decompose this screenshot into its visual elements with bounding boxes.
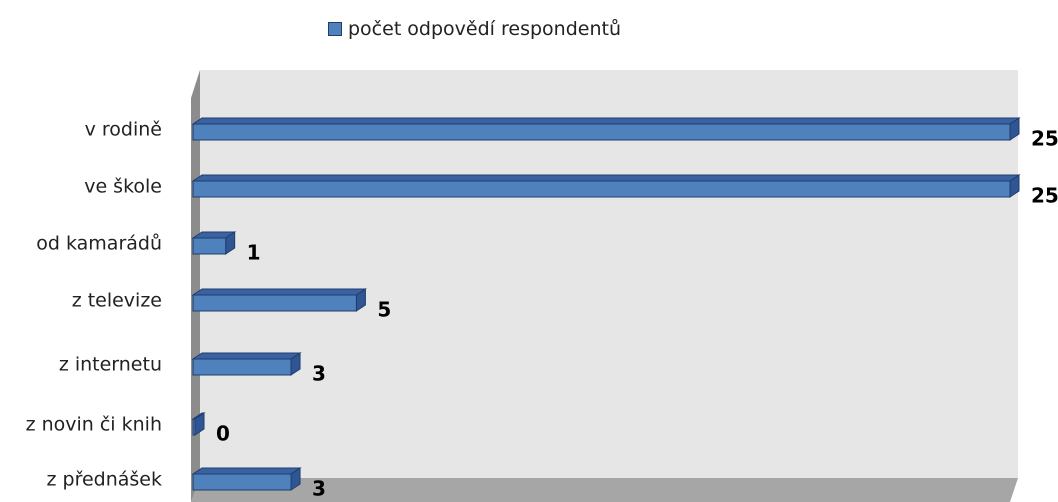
back-wall [200,70,1018,478]
bar-top-face [191,352,302,360]
bar [191,174,1021,198]
category-label: z televize [72,290,162,312]
data-label: 25 [1031,127,1058,151]
bar-front-face [192,123,1011,141]
bar-top-face [191,467,302,475]
category-label: ve škole [84,176,162,198]
category-label: v rodině [85,119,162,141]
legend-swatch [328,22,342,36]
bar-top-face [191,117,1021,125]
bar-front-face [192,180,1011,198]
category-label: z internetu [59,354,162,376]
bar-front-face [192,418,196,436]
bar-front-face [192,294,357,312]
bar [191,352,302,376]
bar-front-face [192,473,292,491]
bar [191,117,1021,141]
category-label: z přednášek [47,469,163,491]
data-label: 3 [312,362,326,386]
legend-label: počet odpovědí respondentů [348,18,621,40]
data-label: 3 [312,477,326,501]
data-label: 0 [216,422,230,446]
bar [191,467,302,491]
bar-top-face [191,288,368,296]
bar-front-face [192,237,227,255]
legend: počet odpovědí respondentů [328,18,621,40]
bar [191,288,368,312]
data-label: 1 [247,241,261,265]
data-label: 5 [377,298,391,322]
chart-walls [191,70,1018,502]
floor [191,478,1018,502]
data-label: 25 [1031,184,1058,208]
category-label: z novin či knih [26,414,162,436]
chart-labels: v rodině 25 ve škole 25 od kamarádů 1 z televi… [26,119,1058,501]
category-label: od kamarádů [36,233,162,255]
bar-top-face [191,174,1021,182]
bar-front-face [192,358,292,376]
bar [191,231,237,255]
chart-bars [191,117,1021,491]
bar [191,412,206,436]
